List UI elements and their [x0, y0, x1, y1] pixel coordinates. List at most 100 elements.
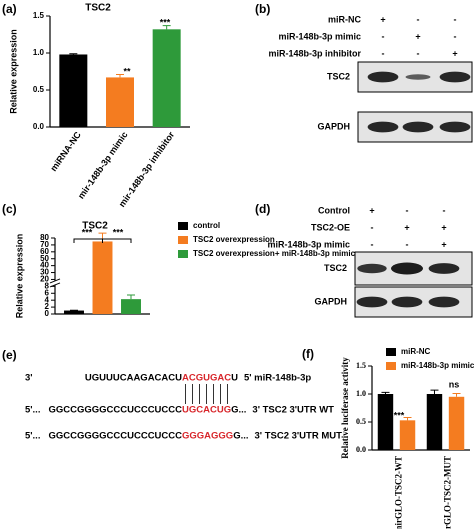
bar: [59, 54, 88, 128]
legend-swatch: [178, 222, 188, 230]
blot-band: [391, 296, 423, 308]
condition-sign: +: [441, 239, 446, 249]
y-axis-label: Relative luciferase activity: [340, 357, 350, 459]
seq-end: 3' TSC2 3'UTR MUT: [255, 431, 343, 442]
y-tick-label: 0.0: [356, 445, 366, 454]
blot-band: [428, 296, 460, 308]
seq-part: G...: [231, 405, 246, 416]
condition-label: Control: [318, 205, 350, 215]
seq-site: GGGAGGG: [182, 431, 233, 442]
y-axis-label: Relative expression: [8, 29, 18, 114]
error-bar: [381, 391, 390, 394]
legend-swatch: [178, 236, 188, 244]
error-bar: [452, 392, 461, 397]
y-tick-label: 0.0: [33, 122, 45, 131]
band-label: TSC2: [324, 263, 347, 273]
bar: [64, 310, 84, 314]
bar: [106, 77, 134, 127]
condition-label: miR-148b-3p inhibitor: [268, 48, 361, 58]
blot-band: [439, 71, 471, 83]
seq-end: 5'...: [25, 431, 40, 442]
significance: ***: [113, 227, 124, 237]
y-tick-label: 1.5: [33, 11, 45, 20]
condition-sign: -: [454, 14, 457, 24]
panel-letter: (e): [2, 348, 17, 362]
condition-sign: +: [415, 31, 420, 41]
error-bar: [403, 417, 412, 421]
condition-sign: -: [417, 14, 420, 24]
blot-band: [357, 263, 387, 274]
significance: ***: [82, 227, 93, 237]
y-tick-label: 60: [40, 247, 49, 256]
band-label: GAPDH: [314, 296, 347, 306]
axis-break-mark: [49, 282, 61, 288]
legend-label: TSC2 overexpression: [193, 235, 275, 244]
y-tick-label: 50: [40, 254, 49, 263]
significance: ns: [449, 379, 460, 389]
panel-letter: (a): [2, 2, 17, 16]
bar: [121, 299, 141, 314]
condition-sign: +: [452, 48, 457, 58]
x-tick-label: miRNA-NC: [48, 129, 83, 173]
seq-part: UGUUUCAAGACACU: [85, 373, 182, 384]
condition-sign: +: [380, 14, 385, 24]
seq-site: ACGUGAC: [182, 373, 231, 384]
y-tick-label: 80: [40, 233, 49, 242]
y-tick-label: 1.0: [356, 389, 366, 398]
blot-band: [402, 121, 434, 133]
condition-sign: -: [406, 239, 409, 249]
condition-label: miR-148b-3p mimic: [278, 31, 361, 41]
y-tick-label: 30: [40, 268, 49, 277]
panel-letter: (b): [255, 2, 270, 16]
blot-band: [439, 121, 471, 133]
band-label: TSC2: [327, 71, 350, 81]
y-tick-label: 40: [40, 261, 49, 270]
condition-sign: -: [371, 222, 374, 232]
blot-band: [428, 263, 460, 274]
condition-sign: +: [404, 222, 409, 232]
blot-band: [391, 262, 423, 275]
seq-part: G...: [233, 431, 248, 442]
x-tick-label: mir-148b-3p inhibitor: [117, 129, 177, 208]
y-tick-label: 1.0: [33, 48, 45, 57]
x-tick-label: pmirGLO-TSC2-MUT: [443, 456, 453, 529]
blot-band: [367, 121, 399, 133]
panel-letter: (d): [255, 202, 270, 216]
condition-sign: -: [443, 205, 446, 215]
legend-swatch: [386, 362, 396, 370]
condition-sign: -: [454, 31, 457, 41]
axis-break: [50, 280, 60, 285]
error-bar: [127, 294, 135, 300]
legend-label: miR-NC: [401, 347, 431, 356]
condition-sign: +: [369, 205, 374, 215]
y-tick-label: 4: [45, 295, 50, 304]
condition-label: TSC2-OE: [311, 222, 350, 232]
seq-part: GGCCGGGGCCCUCCCUCCC: [48, 405, 182, 416]
seq-end: 5' miR-148b-3p: [244, 373, 311, 384]
blot-band: [367, 71, 399, 83]
bar: [377, 394, 394, 450]
y-tick-label: 2: [45, 302, 50, 311]
x-tick-label: mir-148b-3p mimic: [76, 130, 130, 201]
bar: [92, 241, 113, 314]
condition-sign: -: [417, 48, 420, 58]
error-bar: [116, 73, 124, 78]
condition-sign: -: [382, 48, 385, 58]
significance: ***: [394, 410, 405, 420]
chart-title: TSC2: [82, 221, 108, 232]
axis-break-mark: [49, 278, 61, 284]
y-axis-label: Relative expression: [14, 234, 24, 319]
significance: ***: [160, 17, 171, 27]
seq-end: 3': [25, 373, 33, 384]
legend-label: miR-148b-3p mimic: [401, 361, 474, 370]
y-tick-label: 0: [45, 309, 50, 318]
legend-label: TSC2 overexpression+ miR-148b-3p mimic: [193, 249, 356, 258]
y-tick-label: 6: [45, 288, 50, 297]
band-label: GAPDH: [317, 121, 350, 131]
seq-end: 3' TSC2 3'UTR WT: [252, 405, 334, 416]
error-bar: [69, 53, 78, 55]
blot-band: [356, 296, 388, 308]
seq-site: UGCACUG: [182, 405, 231, 416]
y-tick-label: 8: [45, 281, 50, 290]
